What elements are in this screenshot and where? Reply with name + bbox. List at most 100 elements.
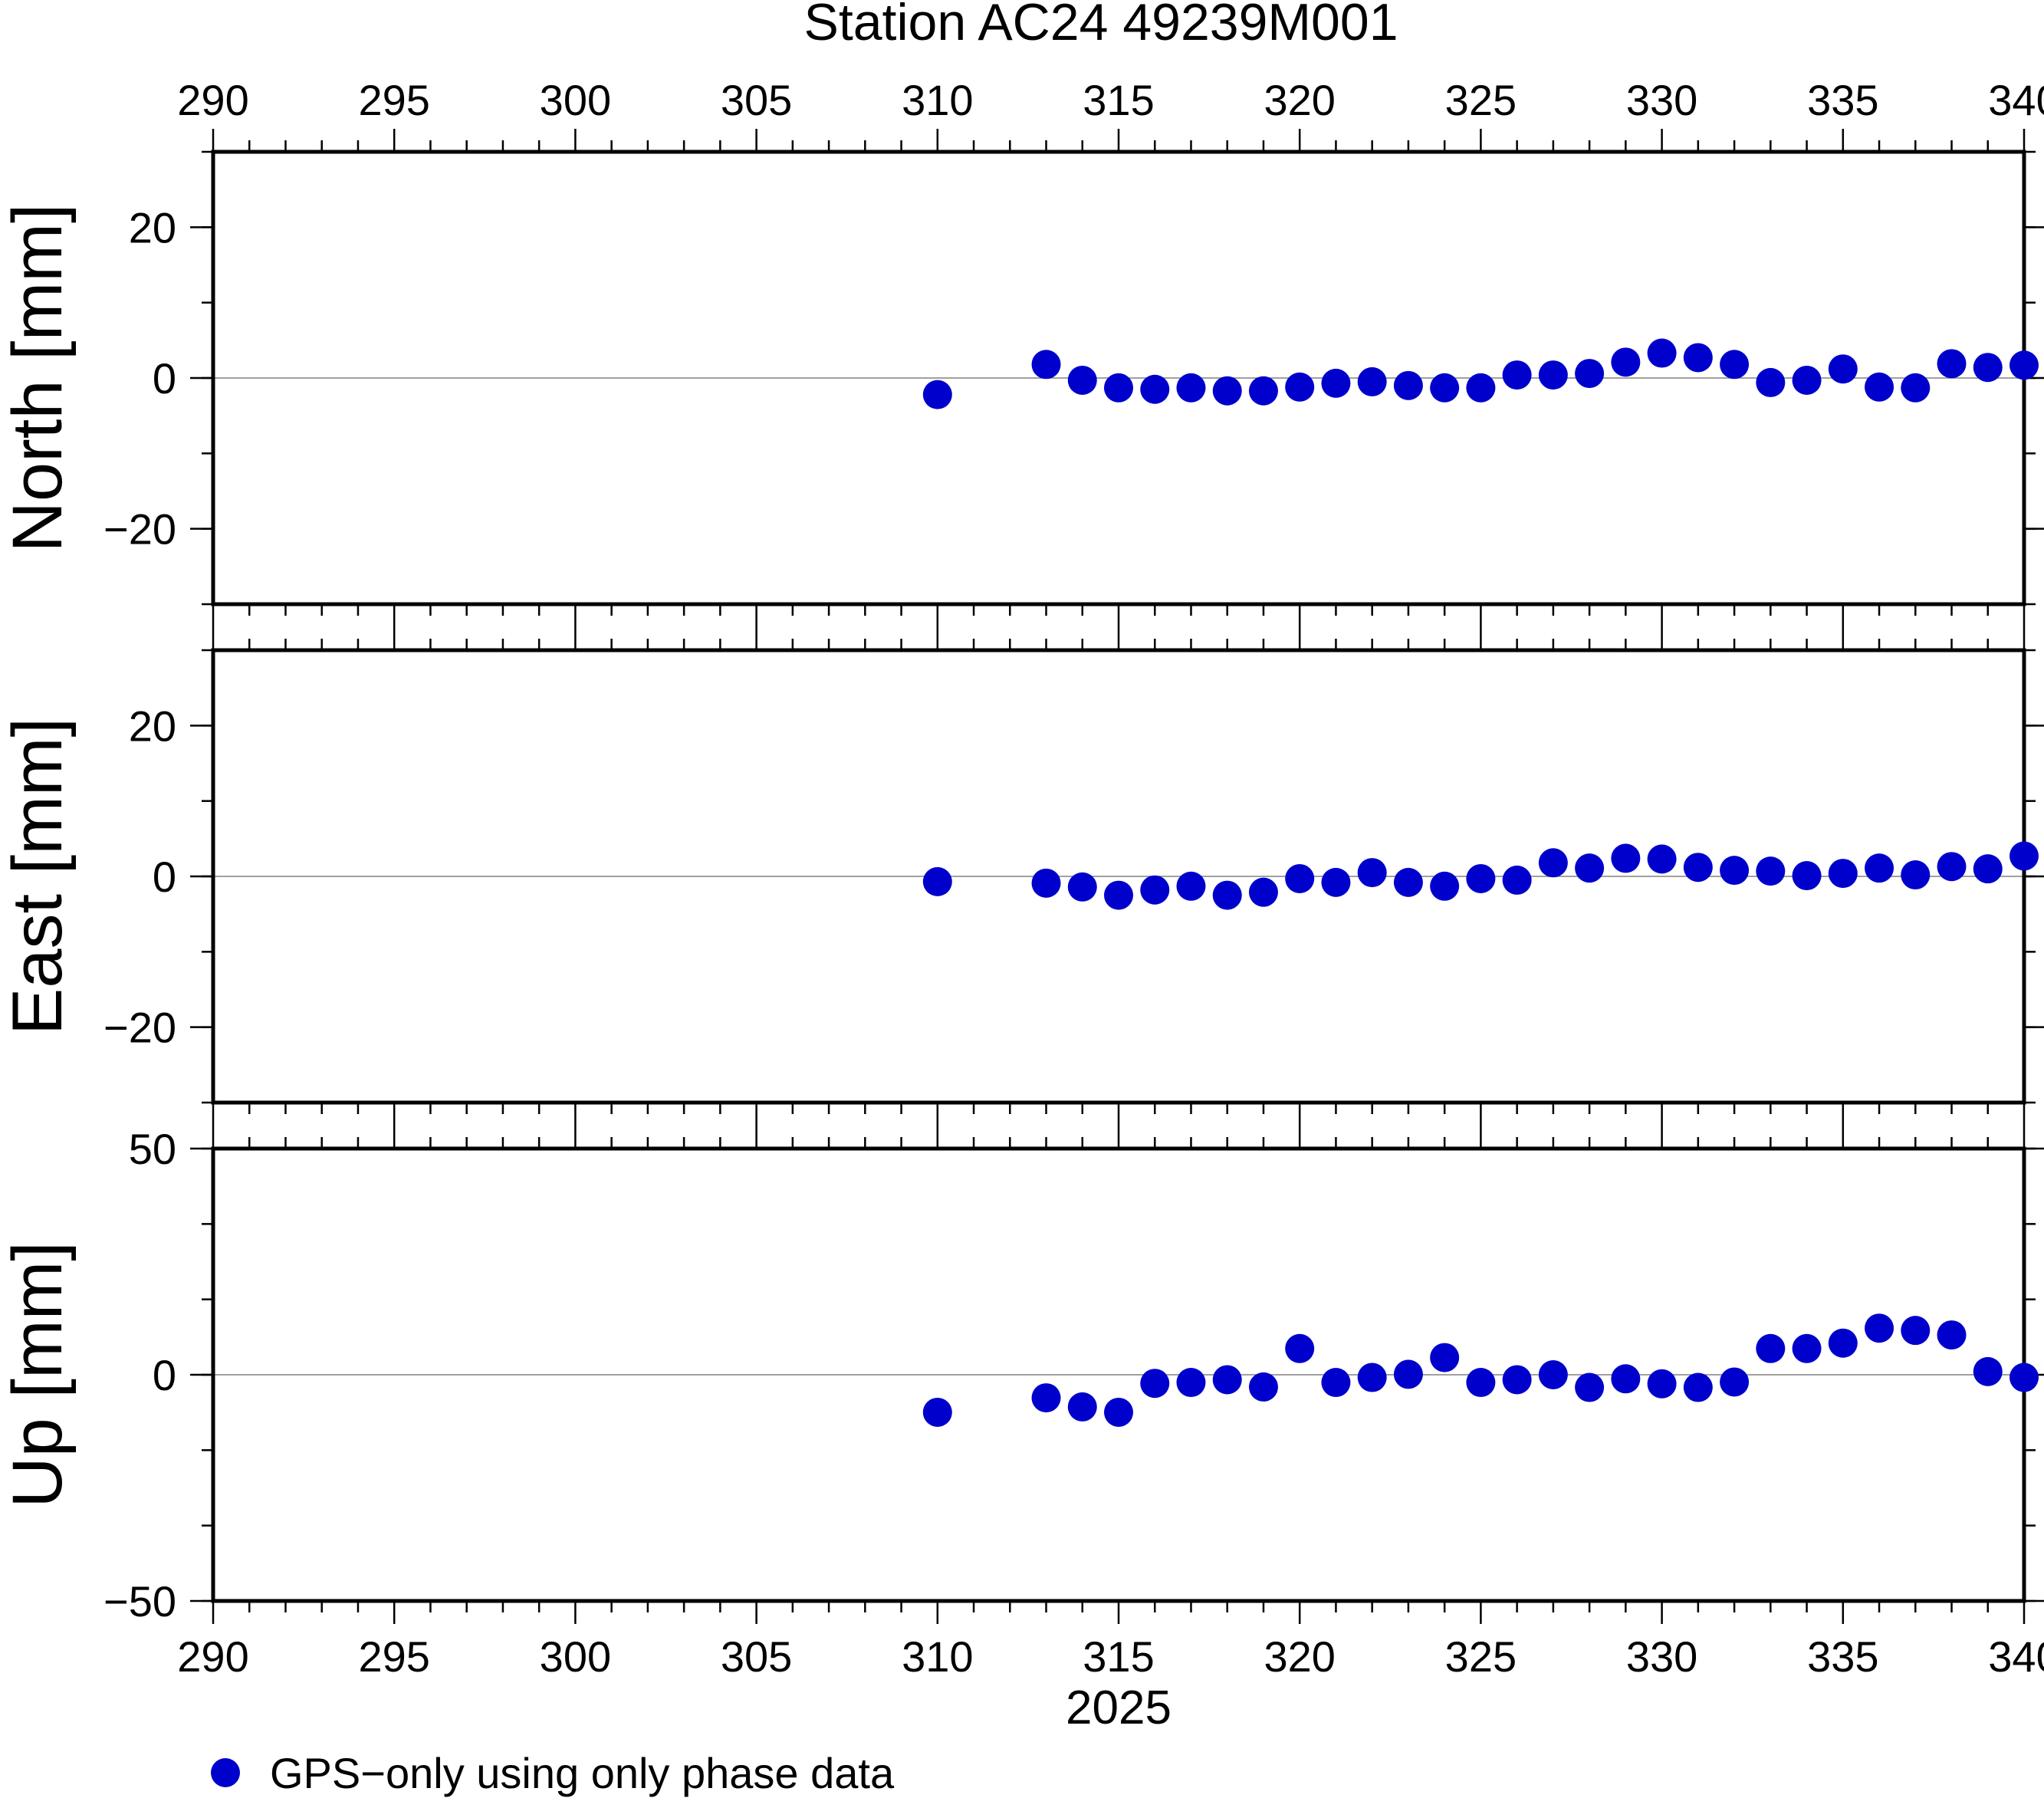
data-point-north [922, 380, 952, 409]
data-point-north [1756, 367, 1786, 397]
y-tick-label-up: −50 [104, 1577, 176, 1625]
data-point-east [1575, 853, 1605, 883]
data-point-up [1140, 1369, 1170, 1399]
y-tick-label-up: 50 [129, 1125, 176, 1173]
data-point-east [1031, 868, 1061, 898]
data-point-east [1973, 854, 2003, 884]
data-point-up [1393, 1359, 1423, 1389]
data-point-north [1575, 359, 1605, 389]
x-tick-label-bottom: 340 [1988, 1632, 2044, 1681]
x-tick-label-bottom: 320 [1264, 1632, 1335, 1681]
data-point-east [1611, 843, 1641, 873]
data-point-north [1683, 343, 1713, 373]
data-point-up [1285, 1333, 1315, 1363]
data-point-east [1865, 853, 1894, 883]
data-point-up [1973, 1356, 2003, 1386]
data-point-north [1792, 365, 1822, 395]
data-point-north [1611, 347, 1641, 377]
data-point-up [1937, 1320, 1967, 1350]
x-axis-label: 2025 [1066, 1681, 1172, 1734]
data-point-up [1575, 1372, 1605, 1402]
data-point-north [1176, 373, 1206, 403]
data-point-east [1683, 853, 1713, 883]
data-point-up [2009, 1362, 2039, 1392]
y-tick-label-north: 20 [129, 203, 176, 251]
data-point-east [1176, 871, 1206, 901]
y-tick-label-north: 0 [153, 354, 176, 403]
data-point-up [1901, 1316, 1931, 1346]
data-point-east [1937, 852, 1967, 882]
data-point-up [1104, 1397, 1133, 1427]
data-point-east [1828, 859, 1858, 889]
data-point-north [1430, 373, 1460, 403]
x-tick-label-top: 300 [540, 76, 611, 124]
y-tick-label-east: 0 [153, 853, 176, 901]
data-point-north [1321, 368, 1351, 398]
data-point-up [1248, 1372, 1278, 1402]
data-point-up [1212, 1365, 1242, 1395]
data-point-north [1538, 360, 1568, 390]
x-tick-labels: 290 290 295 295 300 300 305 305 310 310 315 315 320 3… [177, 76, 2044, 1681]
data-point-up [1357, 1362, 1387, 1392]
x-tick-label-bottom: 305 [721, 1632, 792, 1681]
data-point-east [2009, 841, 2039, 871]
x-tick-label-top: 335 [1807, 76, 1878, 124]
x-tick-label-bottom: 300 [540, 1632, 611, 1681]
data-point-east [1756, 856, 1786, 886]
y-axis-label-east: East [mm] [0, 718, 77, 1035]
x-tick-label-top: 295 [358, 76, 429, 124]
data-point-up [1756, 1333, 1786, 1363]
data-point-north [1720, 350, 1750, 380]
panel-up: 50 0 −50 Up [mm] [0, 1125, 2044, 1625]
x-tick-label-bottom: 325 [1445, 1632, 1517, 1681]
data-point-east [1502, 865, 1532, 895]
data-point-up [1430, 1343, 1460, 1372]
data-point-up [1720, 1367, 1750, 1397]
data-point-north [1031, 350, 1061, 380]
data-point-up [1538, 1360, 1568, 1389]
data-point-east [1647, 844, 1677, 874]
data-point-north [1973, 353, 2003, 383]
x-tick-label-top: 320 [1264, 76, 1335, 124]
data-point-east [1140, 875, 1170, 905]
data-point-up [1828, 1328, 1858, 1358]
data-point-north [1937, 349, 1967, 379]
data-point-north [1212, 376, 1242, 406]
x-tick-label-top: 315 [1083, 76, 1154, 124]
legend-marker [211, 1758, 240, 1787]
y-tick-label-north: −20 [104, 505, 176, 554]
data-point-east [1430, 871, 1460, 901]
x-tick-label-bottom: 295 [358, 1632, 429, 1681]
data-point-north [1357, 367, 1387, 396]
chart-title: Station AC24 49239M001 [803, 0, 1398, 51]
data-point-east [1466, 863, 1496, 893]
data-point-north [1828, 354, 1858, 384]
data-point-east [1720, 856, 1750, 886]
data-point-up [1466, 1368, 1496, 1398]
x-tick-label-top: 305 [721, 76, 792, 124]
y-tick-label-up: 0 [153, 1351, 176, 1399]
y-axis-label-up: Up [mm] [0, 1241, 77, 1508]
data-point-up [1031, 1383, 1061, 1413]
data-point-north [1248, 376, 1278, 406]
data-point-up [1611, 1364, 1641, 1394]
data-point-up [1865, 1313, 1894, 1343]
x-tick-label-top: 340 [1988, 76, 2044, 124]
data-point-north [1393, 370, 1423, 400]
data-point-north [1466, 373, 1496, 403]
legend: GPS−only using only phase data [211, 1749, 895, 1797]
data-point-north [1865, 372, 1894, 402]
panels: 20 0 −20 North [mm] 20 0 −20 East [mm] 50 0 −50 Up … [0, 76, 2044, 1681]
x-tick-label-bottom: 310 [902, 1632, 973, 1681]
y-tick-label-east: −20 [104, 1004, 176, 1052]
data-point-north [1502, 360, 1532, 390]
data-point-east [1248, 877, 1278, 907]
data-point-north [1647, 338, 1677, 368]
legend-label: GPS−only using only phase data [270, 1749, 895, 1797]
data-point-up [922, 1397, 952, 1427]
data-point-east [1212, 880, 1242, 910]
data-point-north [1140, 374, 1170, 404]
x-tick-label-bottom: 335 [1807, 1632, 1878, 1681]
data-point-north [1067, 365, 1097, 395]
